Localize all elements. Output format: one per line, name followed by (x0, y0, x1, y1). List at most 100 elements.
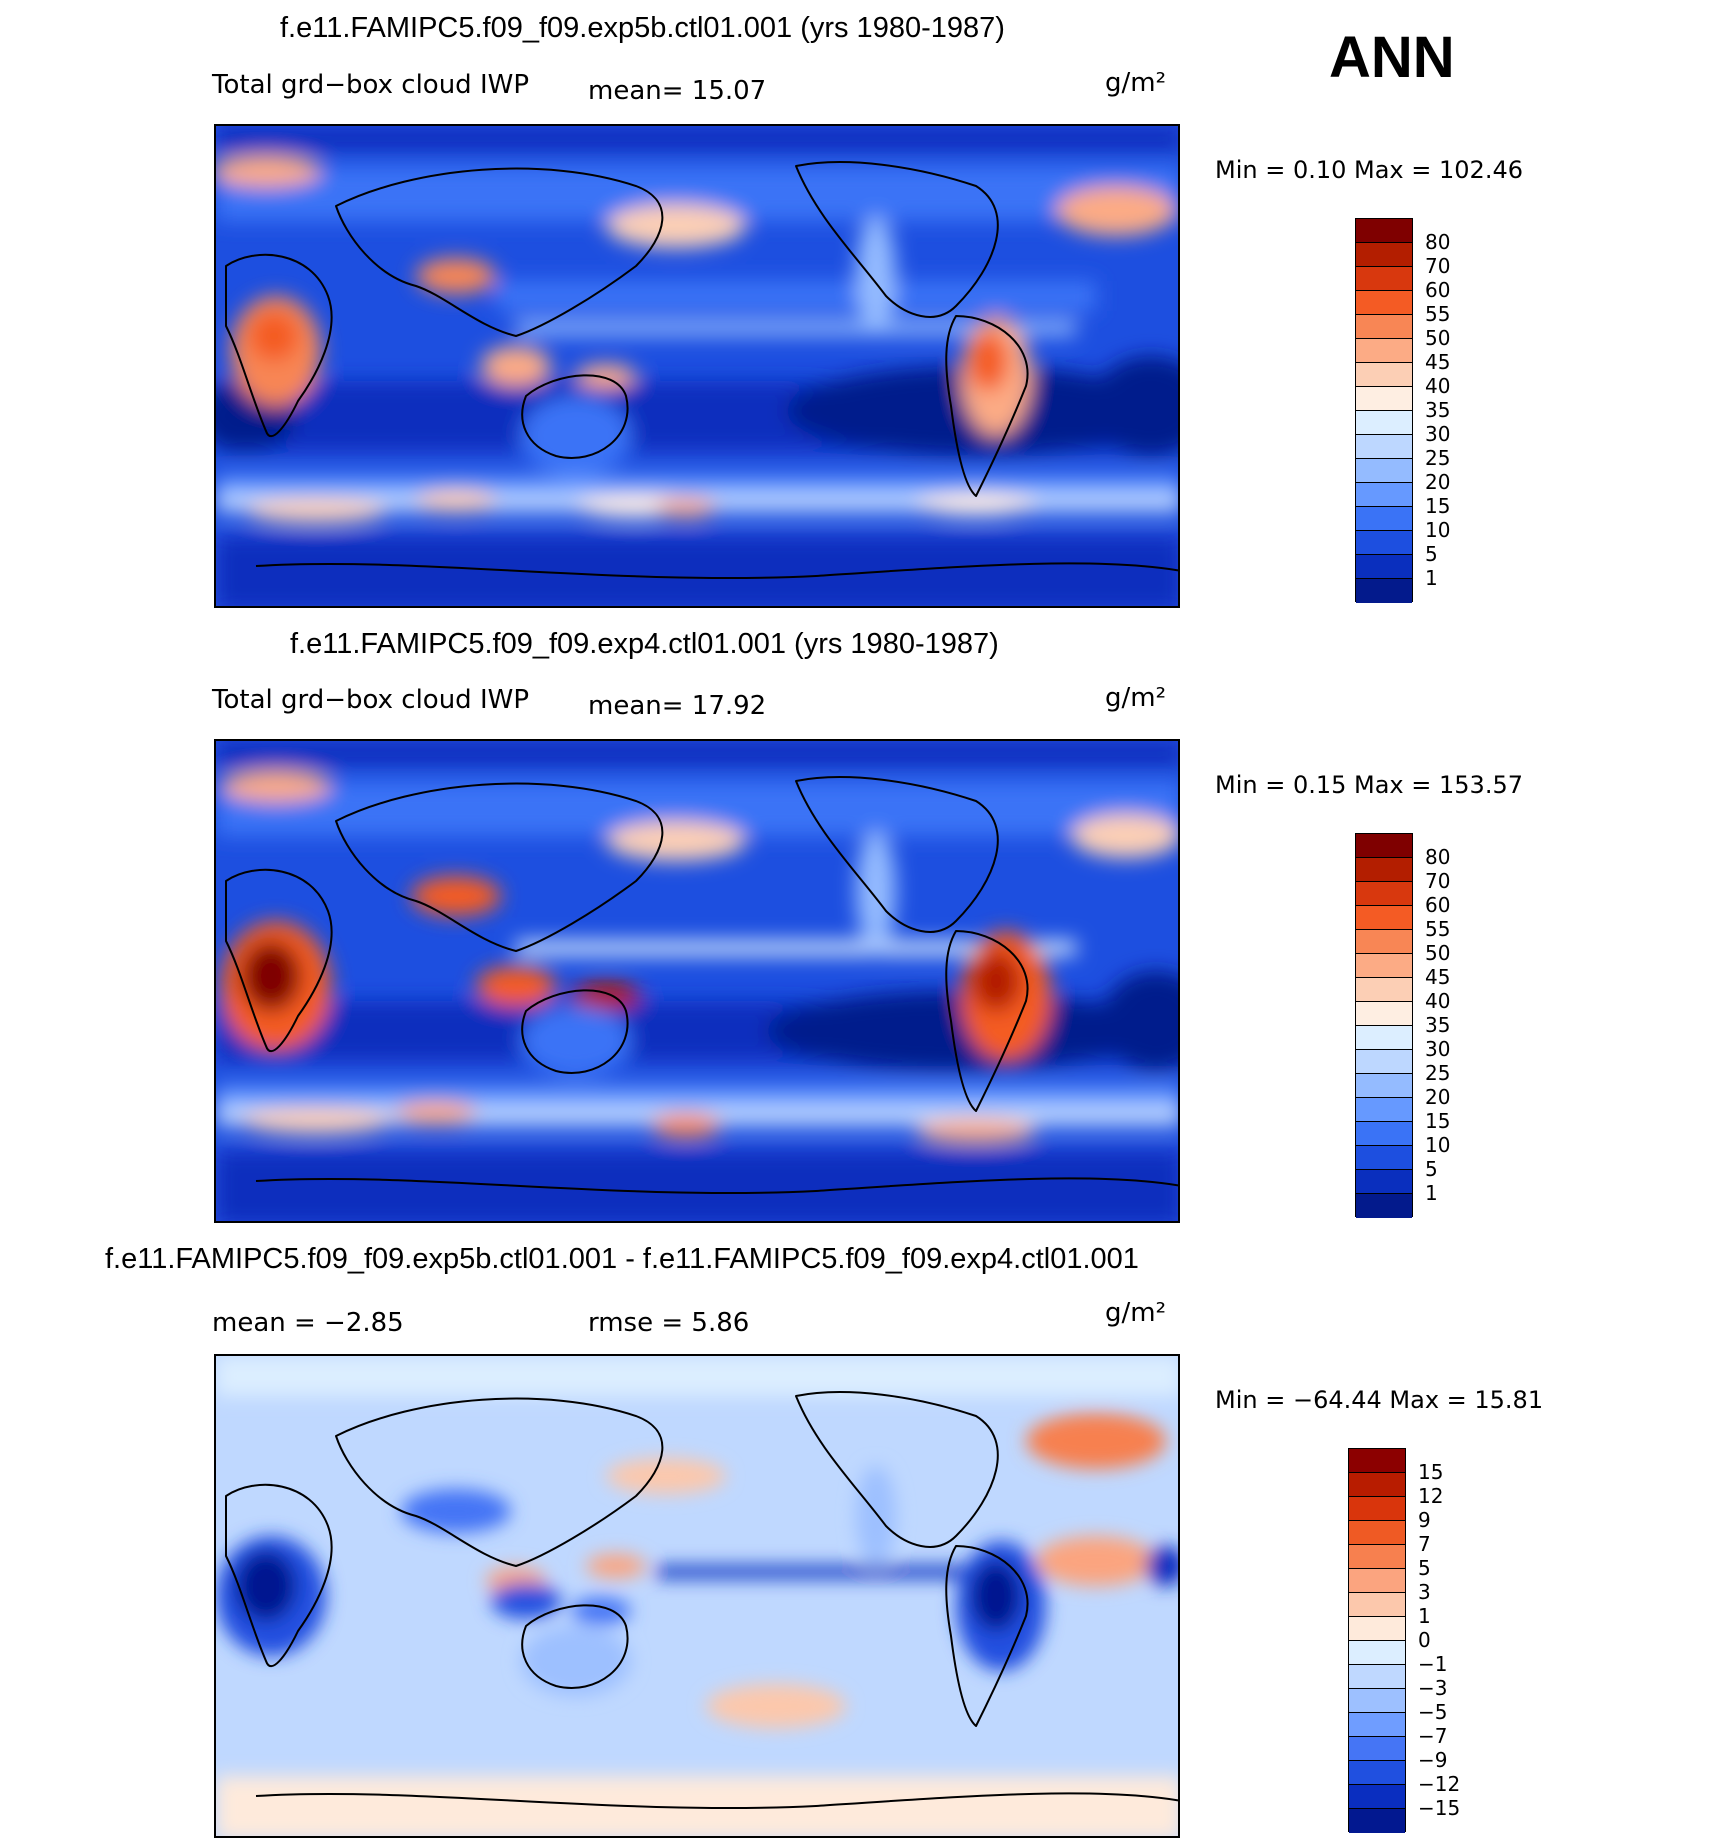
panel3-title: f.e11.FAMIPC5.f09_f09.exp5b.ctl01.001 - … (105, 1243, 1139, 1275)
colorbar-segment (1356, 1098, 1412, 1122)
colorbar-segment (1356, 1146, 1412, 1170)
panel1-map-svg (216, 126, 1178, 606)
colorbar-level-label: −1 (1418, 1652, 1448, 1676)
panel3-mean: mean = −2.85 (212, 1308, 404, 1338)
colorbar-level-label: 9 (1418, 1508, 1431, 1532)
colorbar-segment (1356, 291, 1412, 315)
colorbar-level-label: 1 (1425, 1181, 1438, 1205)
colorbar-level-label: 70 (1425, 254, 1451, 278)
panel1-africa-coast (225, 253, 333, 438)
colorbar-segment (1349, 1617, 1405, 1641)
colorbar-level-label: −5 (1418, 1700, 1448, 1724)
colorbar-level-label: 30 (1425, 422, 1451, 446)
colorbar-segment (1349, 1809, 1405, 1833)
colorbar-segment (1356, 1074, 1412, 1098)
colorbar-segment (1349, 1761, 1405, 1785)
panel1-australia-coast (521, 374, 629, 459)
colorbar-level-label: 35 (1425, 1013, 1451, 1037)
colorbar-level-label: 55 (1425, 302, 1451, 326)
panel3-units: g/m² (1105, 1298, 1167, 1328)
colorbar-segment (1356, 930, 1412, 954)
colorbar-segment (1356, 1026, 1412, 1050)
colorbar-segment (1349, 1521, 1405, 1545)
panel3-rmse: rmse = 5.86 (588, 1308, 750, 1338)
colorbar-level-label: 15 (1425, 1109, 1451, 1133)
colorbar-level-label: 45 (1425, 350, 1451, 374)
panel1-north-america-coast (795, 161, 999, 318)
panel3-map-svg (216, 1356, 1178, 1836)
colorbar-level-label: −9 (1418, 1748, 1448, 1772)
panel2-map (214, 739, 1180, 1223)
colorbar-segment (1356, 531, 1412, 555)
panel2-map-svg (216, 741, 1178, 1221)
colorbar-level-label: 80 (1425, 845, 1451, 869)
colorbar-segment (1349, 1473, 1405, 1497)
panel1-colorbar (1355, 218, 1413, 603)
colorbar-segment (1356, 219, 1412, 243)
colorbar-level-label: 15 (1418, 1460, 1444, 1484)
panel1-units: g/m² (1105, 68, 1167, 98)
colorbar-segment (1356, 483, 1412, 507)
colorbar-level-label: 1 (1425, 566, 1438, 590)
colorbar-segment (1349, 1641, 1405, 1665)
colorbar-level-label: 20 (1425, 470, 1451, 494)
panel1-title: f.e11.FAMIPC5.f09_f09.exp5b.ctl01.001 (y… (280, 12, 1005, 44)
colorbar-level-label: 40 (1425, 374, 1451, 398)
colorbar-segment (1356, 411, 1412, 435)
panel1-south-america-coast (945, 315, 1029, 497)
panel3-eurasia-coast (335, 1397, 664, 1567)
colorbar-segment (1349, 1545, 1405, 1569)
panel2-units: g/m² (1105, 683, 1167, 713)
colorbar-segment (1356, 339, 1412, 363)
colorbar-segment (1349, 1593, 1405, 1617)
colorbar-segment (1356, 858, 1412, 882)
colorbar-level-label: 55 (1425, 917, 1451, 941)
panel3-africa-coast (225, 1483, 333, 1668)
colorbar-level-label: 50 (1425, 326, 1451, 350)
colorbar-segment (1349, 1785, 1405, 1809)
colorbar-level-label: 60 (1425, 893, 1451, 917)
panel2-africa-coast (225, 868, 333, 1053)
colorbar-segment (1356, 834, 1412, 858)
colorbar-segment (1356, 459, 1412, 483)
panel3-antarctica-coast (255, 1792, 1178, 1810)
panel1-antarctica-coast (255, 562, 1178, 580)
colorbar-segment (1356, 1194, 1412, 1218)
colorbar-segment (1356, 507, 1412, 531)
panel2-title: f.e11.FAMIPC5.f09_f09.exp4.ctl01.001 (yr… (290, 628, 999, 660)
colorbar-level-label: 7 (1418, 1532, 1431, 1556)
colorbar-level-label: 12 (1418, 1484, 1444, 1508)
panel2-variable: Total grd−box cloud IWP (212, 685, 530, 715)
colorbar-level-label: 25 (1425, 1061, 1451, 1085)
panel1-map (214, 124, 1180, 608)
panel3-south-america-coast (945, 1545, 1029, 1727)
panel2-south-america-coast (945, 930, 1029, 1112)
panel2-north-america-coast (795, 776, 999, 933)
colorbar-segment (1356, 906, 1412, 930)
panel3-colorbar (1348, 1448, 1406, 1833)
colorbar-segment (1356, 882, 1412, 906)
colorbar-level-label: 15 (1425, 494, 1451, 518)
colorbar-segment (1356, 243, 1412, 267)
colorbar-segment (1349, 1449, 1405, 1473)
colorbar-level-label: −15 (1418, 1796, 1461, 1820)
colorbar-level-label: 25 (1425, 446, 1451, 470)
colorbar-segment (1356, 363, 1412, 387)
season-label: ANN (1329, 25, 1455, 90)
panel3-minmax: Min = −64.44 Max = 15.81 (1215, 1386, 1544, 1414)
panel2-antarctica-coast (255, 1177, 1178, 1195)
colorbar-level-label: 70 (1425, 869, 1451, 893)
panel1-eurasia-coast (335, 167, 664, 337)
panel3-north-america-coast (795, 1391, 999, 1548)
panel3-map (214, 1354, 1180, 1838)
colorbar-level-label: 10 (1425, 518, 1451, 542)
panel2-mean: mean= 17.92 (588, 691, 767, 721)
colorbar-level-label: 1 (1418, 1604, 1431, 1628)
colorbar-segment (1356, 978, 1412, 1002)
colorbar-level-label: 10 (1425, 1133, 1451, 1157)
colorbar-level-label: 80 (1425, 230, 1451, 254)
panel1-mean: mean= 15.07 (588, 76, 767, 106)
colorbar-segment (1356, 315, 1412, 339)
colorbar-level-label: 20 (1425, 1085, 1451, 1109)
colorbar-level-label: 45 (1425, 965, 1451, 989)
